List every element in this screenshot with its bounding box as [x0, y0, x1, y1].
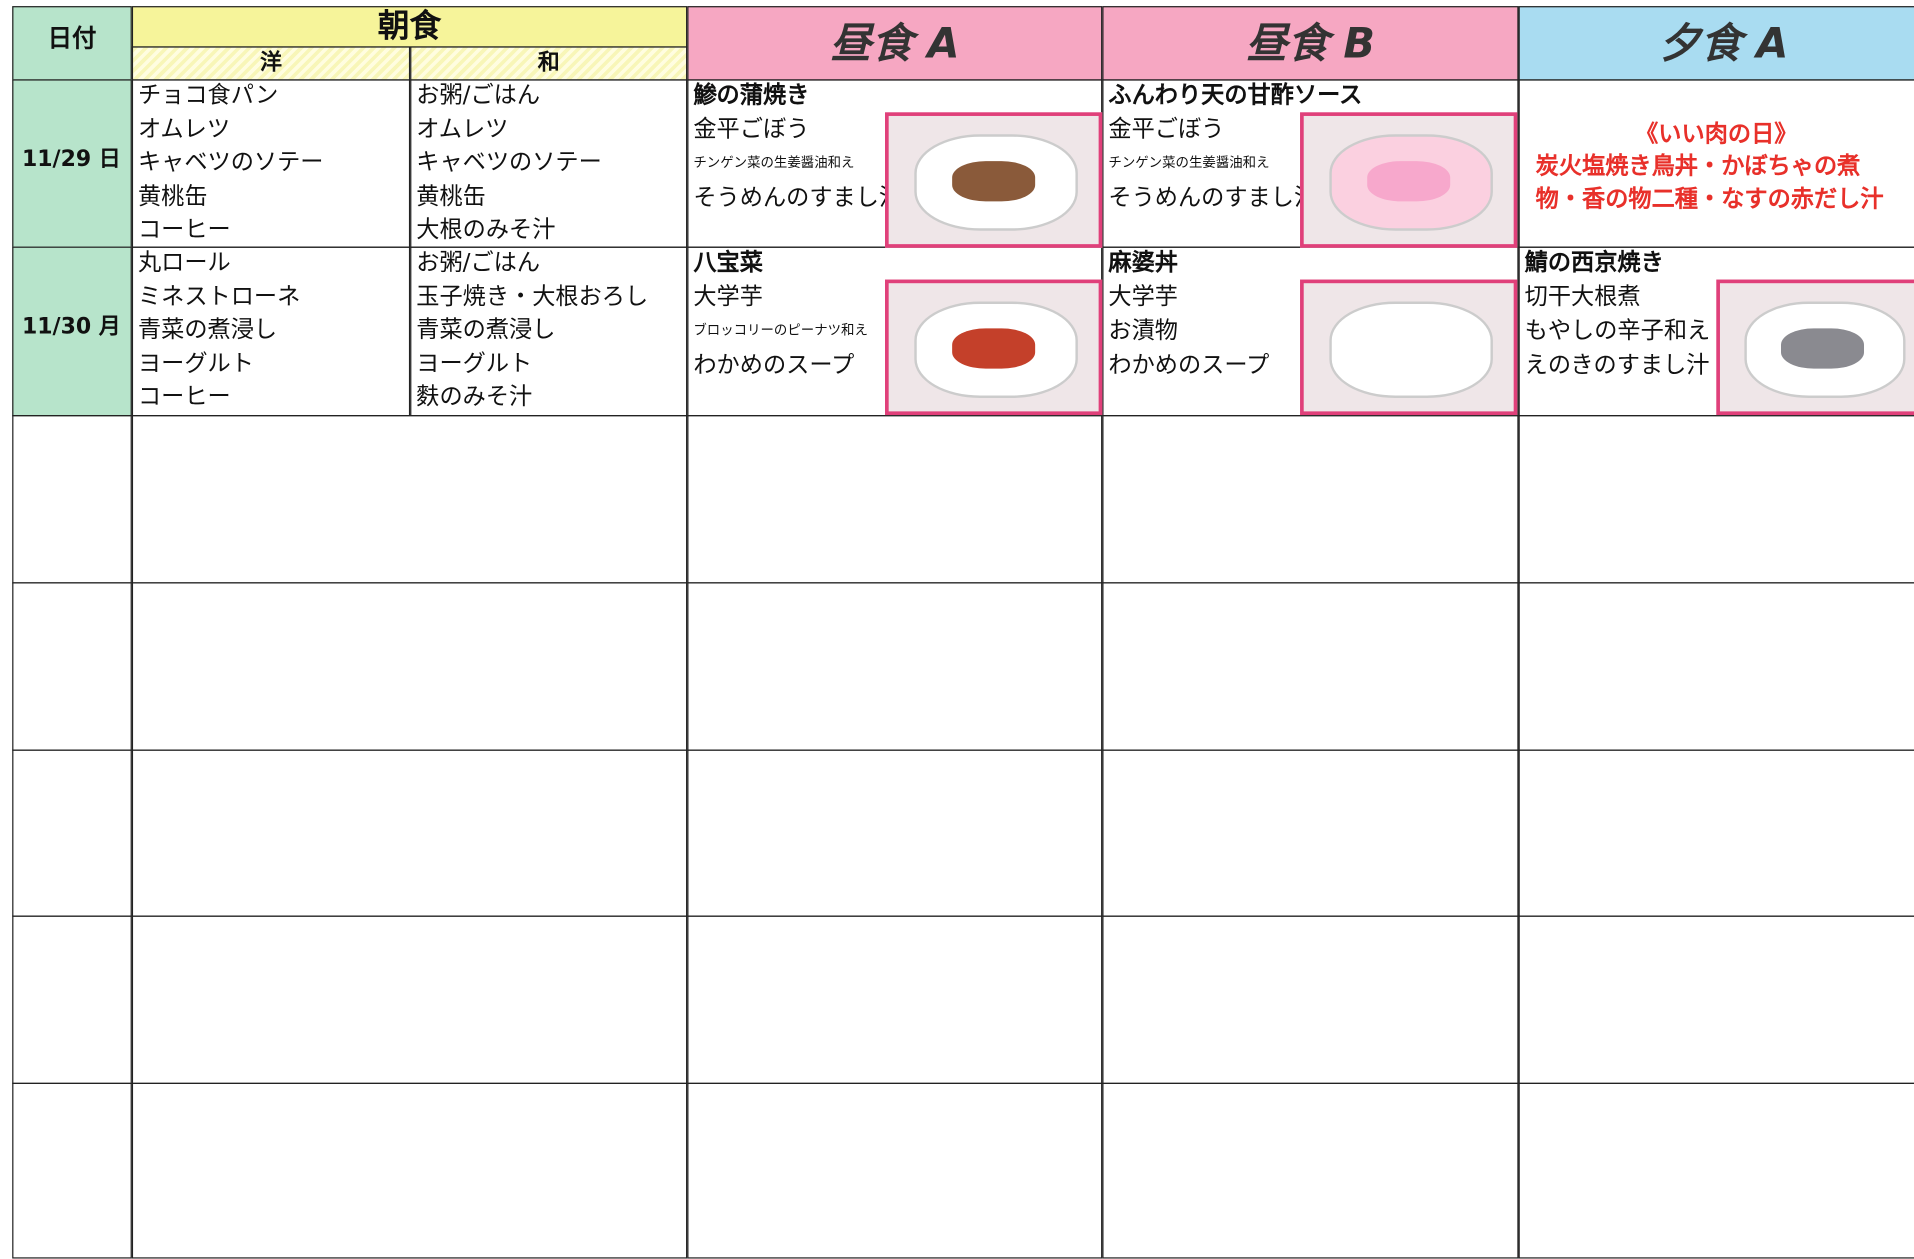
breakfast-header: 朝食	[377, 8, 442, 46]
side-dish: 大学芋	[693, 283, 763, 311]
menu-item: お粥/ごはん	[416, 249, 541, 276]
date-header: 日付	[47, 23, 97, 53]
menu-item: 麩のみそ汁	[416, 383, 533, 411]
dish-photo	[1300, 112, 1518, 248]
date: 11/30 月	[21, 313, 121, 340]
menu-item: 黄桃缶	[137, 182, 208, 210]
cell	[131, 415, 688, 584]
main-dish: 麻婆丼	[1108, 249, 1178, 276]
dish-photo	[885, 279, 1103, 416]
cell	[12, 582, 132, 751]
cell	[1102, 749, 1519, 917]
cell	[1102, 1082, 1519, 1259]
cell	[1518, 749, 1914, 917]
dish-photo	[1716, 279, 1914, 416]
menu-item: 丸ロール	[137, 249, 231, 276]
lunch-b-header-cell	[1102, 6, 1519, 81]
menu-item: 黄桃缶	[416, 182, 486, 210]
western-header: 洋	[260, 50, 282, 76]
menu-item: 大根のみそ汁	[416, 216, 556, 243]
cell	[1518, 915, 1914, 1084]
cell	[687, 915, 1103, 1084]
side-dish: チンゲン菜の生姜醤油和え	[1108, 155, 1270, 171]
cell	[131, 1082, 688, 1259]
menu-item: キャベツのソテー	[416, 148, 602, 176]
cell	[12, 79, 132, 248]
cell	[1518, 582, 1914, 751]
cell	[687, 582, 1103, 751]
food	[951, 160, 1036, 202]
lunch-b-header: 昼食 B	[1245, 19, 1375, 69]
cell	[12, 915, 132, 1084]
side-dish: 切干大根煮	[1524, 283, 1641, 311]
menu-item: オムレツ	[416, 115, 509, 143]
menu-item: 玉子焼き・大根おろし	[416, 282, 649, 310]
event-text: 炭火塩焼き鳥丼・かぼちゃの煮	[1535, 152, 1861, 180]
menu-item: 青菜の煮浸し	[137, 316, 278, 344]
japanese-header-cell	[410, 46, 688, 81]
plate	[913, 301, 1079, 399]
side-dish: そうめんのすまし汁	[1108, 184, 1318, 212]
menu-item: 青菜の煮浸し	[416, 316, 556, 344]
side-dish: お漬物	[1108, 317, 1178, 345]
side-dish: わかめのスープ	[693, 351, 855, 379]
main-dish: 鯖の西京焼き	[1524, 249, 1664, 276]
cell	[12, 1082, 132, 1259]
event-text: 物・香の物二種・なすの赤だし汁	[1535, 185, 1884, 213]
food	[1366, 160, 1451, 202]
side-dish: わかめのスープ	[1108, 351, 1270, 379]
menu-item: キャベツのソテー	[137, 148, 324, 176]
japanese-header: 和	[537, 50, 560, 76]
dinner-a-header: 夕食 A	[1658, 19, 1789, 69]
food	[951, 328, 1036, 370]
dish-photo	[885, 112, 1103, 248]
cell	[687, 415, 1103, 584]
cell	[131, 915, 688, 1084]
plate	[1328, 301, 1494, 399]
menu-item: ヨーグルト	[416, 349, 533, 377]
side-dish: もやしの辛子和え	[1524, 317, 1711, 345]
cell	[687, 1082, 1103, 1259]
cell	[1518, 1082, 1914, 1259]
main-dish: ふんわり天の甘酢ソース	[1108, 81, 1363, 109]
main-dish: 鯵の蒲焼き	[693, 81, 810, 109]
dish-photo	[1300, 279, 1518, 416]
main-dish: 八宝菜	[693, 249, 763, 276]
menu-item: お粥/ごはん	[416, 81, 541, 109]
cell	[131, 582, 688, 751]
menu-item: コーヒー	[137, 383, 231, 411]
breakfast-header-cell	[131, 6, 688, 48]
lunch-a-header: 昼食 A	[829, 19, 960, 69]
side-dish: えのきのすまし汁	[1524, 351, 1710, 379]
food	[1367, 328, 1451, 369]
side-dish: 大学芋	[1108, 283, 1178, 311]
cell	[687, 749, 1103, 917]
menu-item: コーヒー	[137, 216, 231, 243]
cell	[1102, 415, 1519, 584]
event-title: 《いい肉の日》	[1635, 120, 1798, 148]
cell	[12, 749, 132, 917]
side-dish: チンゲン菜の生姜醤油和え	[693, 155, 855, 171]
menu-item: オムレツ	[137, 115, 231, 143]
cell	[131, 749, 688, 917]
cell	[12, 415, 132, 584]
cell	[1518, 415, 1914, 584]
menu-item: ミネストローネ	[137, 282, 301, 310]
menu-item: チョコ食パン	[137, 81, 279, 109]
date: 11/29 日	[21, 146, 121, 173]
cell	[1102, 582, 1519, 751]
side-dish: そうめんのすまし汁	[693, 184, 903, 212]
date-header-cell	[12, 6, 132, 81]
side-dish: ブロッコリーのピーナツ和え	[693, 322, 868, 339]
food	[1781, 328, 1864, 370]
menu-item: ヨーグルト	[137, 349, 254, 377]
cell	[12, 246, 132, 417]
cell	[1102, 915, 1519, 1084]
side-dish: 金平ごぼう	[1108, 115, 1225, 143]
side-dish: 金平ごぼう	[693, 115, 810, 143]
